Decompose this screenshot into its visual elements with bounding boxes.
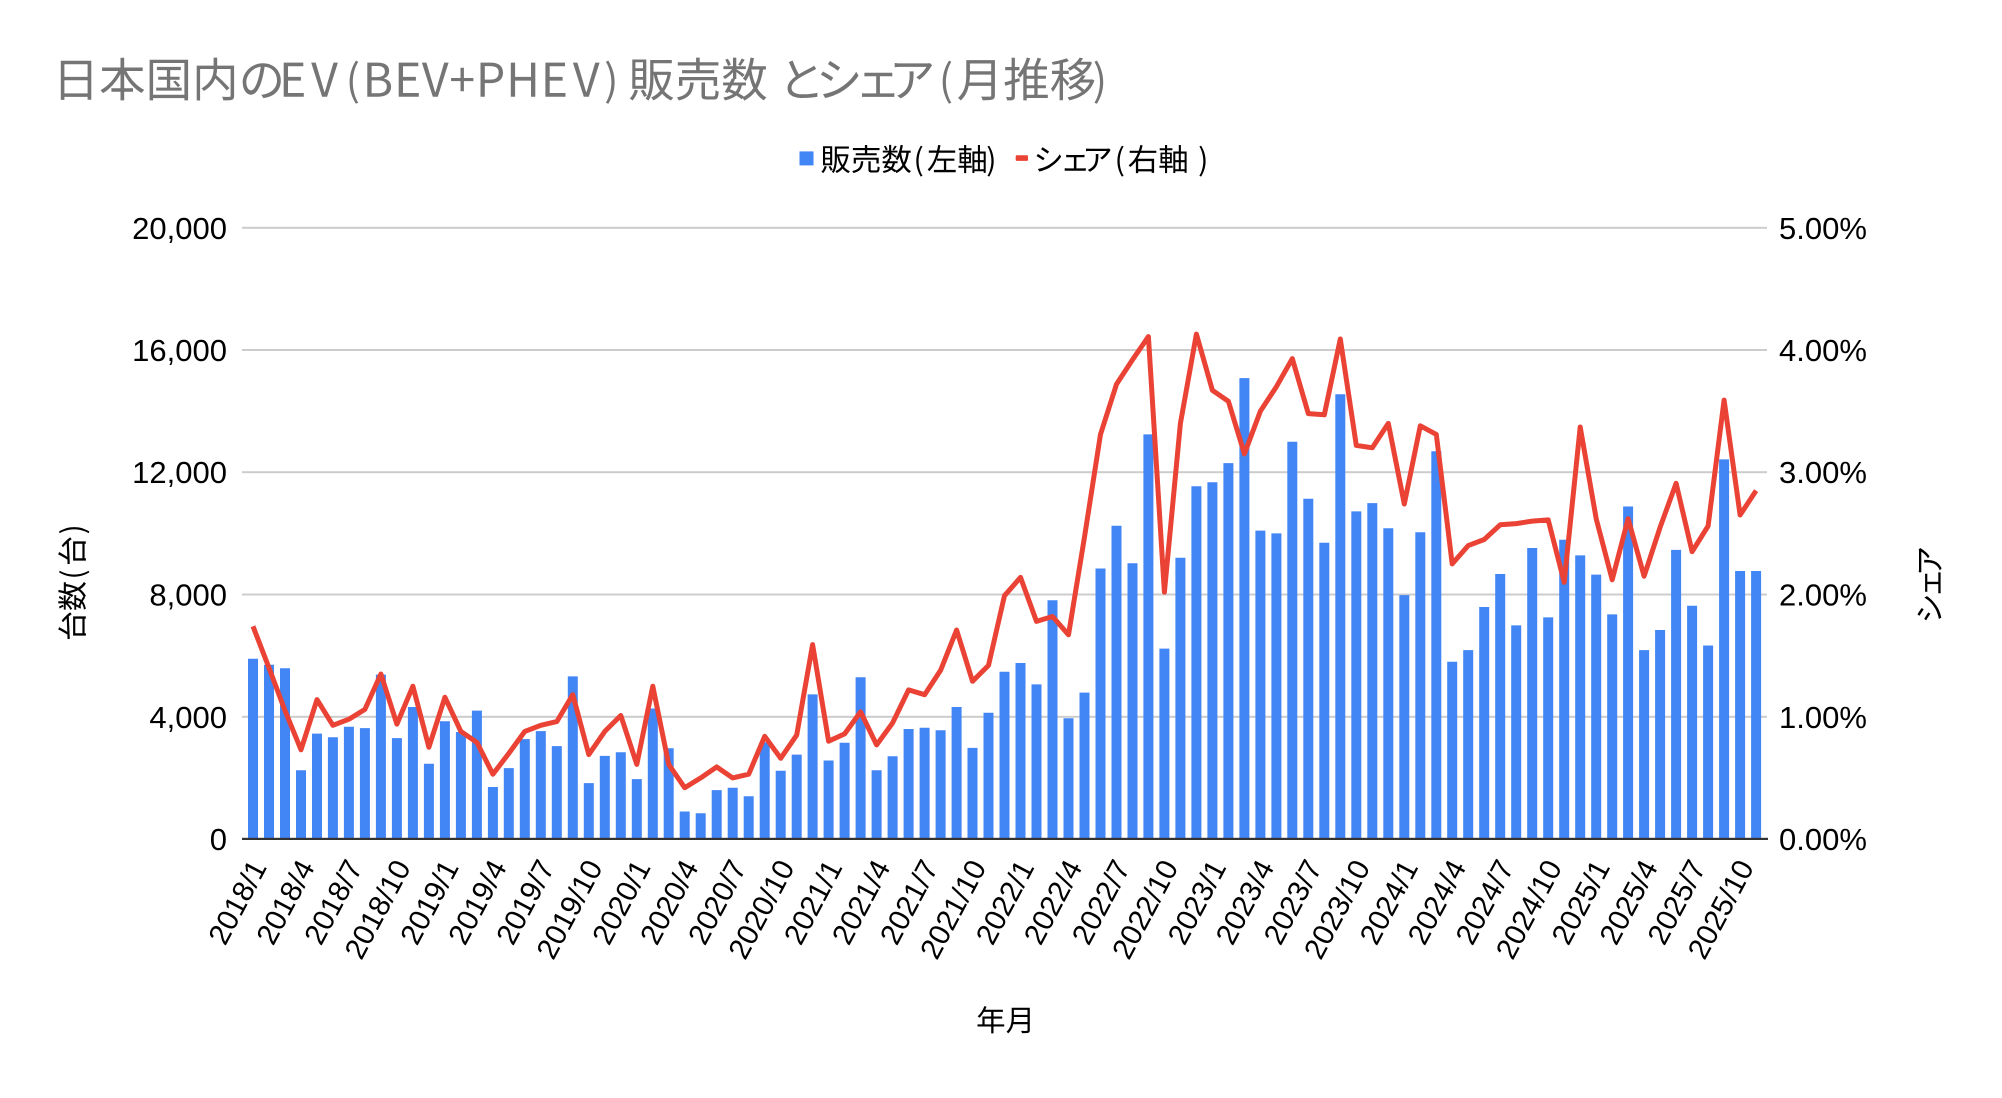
svg-text:4,000: 4,000 bbox=[149, 700, 227, 735]
svg-text:2.00%: 2.00% bbox=[1779, 578, 1867, 613]
svg-text:8,000: 8,000 bbox=[149, 578, 227, 613]
svg-text:1.00%: 1.00% bbox=[1779, 700, 1867, 735]
svg-text:0.00%: 0.00% bbox=[1779, 822, 1867, 857]
svg-text:16,000: 16,000 bbox=[132, 333, 227, 368]
svg-text:5.00%: 5.00% bbox=[1779, 211, 1867, 246]
svg-text:20,000: 20,000 bbox=[132, 211, 227, 246]
svg-text:3.00%: 3.00% bbox=[1779, 455, 1867, 490]
svg-text:12,000: 12,000 bbox=[132, 455, 227, 490]
svg-text:4.00%: 4.00% bbox=[1779, 333, 1867, 368]
svg-text:0: 0 bbox=[210, 822, 227, 857]
